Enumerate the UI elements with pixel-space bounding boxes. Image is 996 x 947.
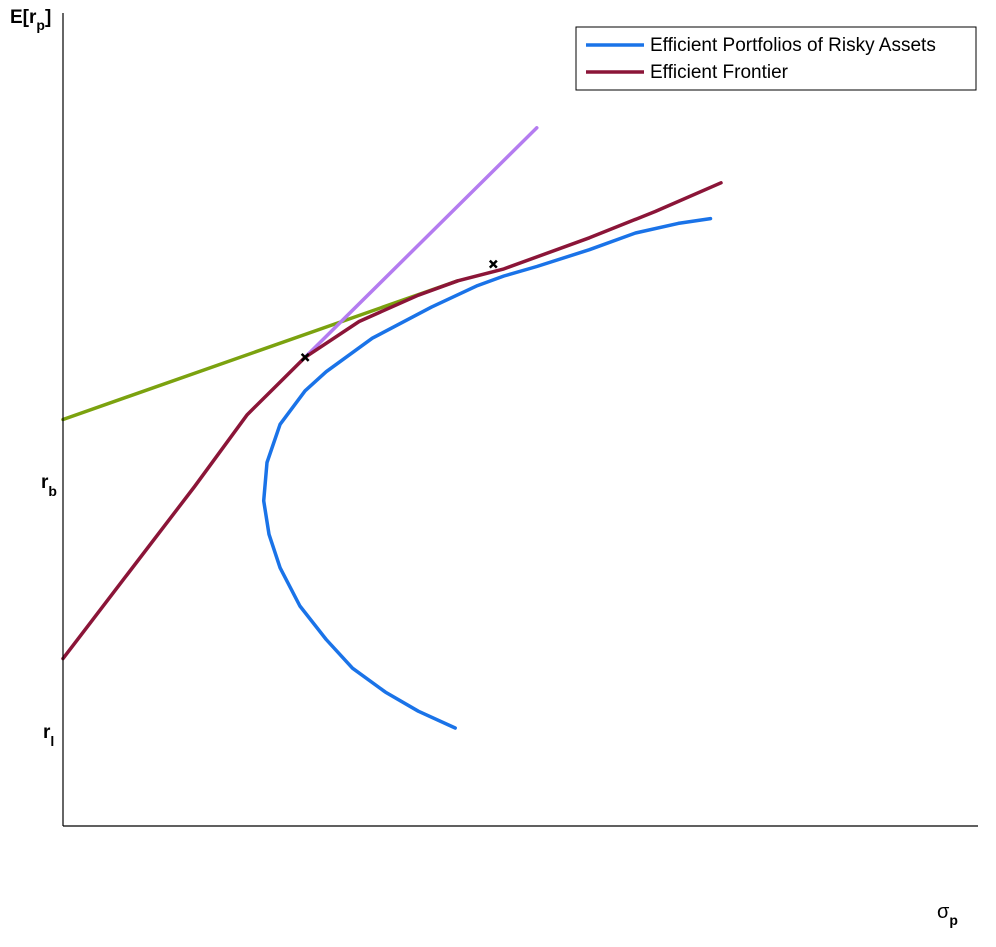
point-markers [300, 259, 498, 362]
y-axis-label: E[rp] [10, 7, 51, 33]
y-tick-rb: rb [41, 472, 57, 499]
efficient-frontier-line [61, 181, 723, 661]
x-axis-label: σp [937, 901, 958, 928]
borrowing-line [61, 279, 460, 422]
legend-label-frontier: Efficient Frontier [650, 62, 789, 83]
lending-tangent-line [303, 126, 539, 360]
legend-label-risky: Efficient Portfolios of Risky Assets [650, 35, 936, 56]
y-tick-rl: rl [43, 722, 54, 749]
series-lines [61, 126, 723, 730]
tangency-marker-1 [300, 352, 310, 362]
tangency-marker-2 [488, 259, 498, 269]
legend: Efficient Portfolios of Risky Assets Eff… [575, 26, 977, 91]
legend-box [575, 26, 977, 91]
risky-assets-curve [261, 216, 713, 730]
